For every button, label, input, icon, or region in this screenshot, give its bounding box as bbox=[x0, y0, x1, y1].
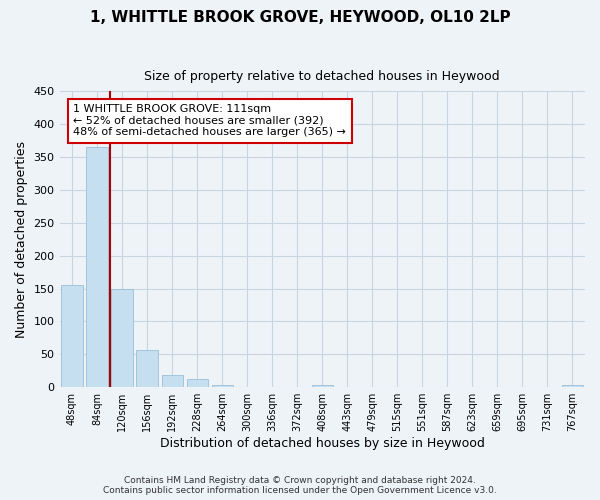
Y-axis label: Number of detached properties: Number of detached properties bbox=[15, 140, 28, 338]
Bar bbox=[112, 288, 133, 387]
Text: 1, WHITTLE BROOK GROVE, HEYWOOD, OL10 2LP: 1, WHITTLE BROOK GROVE, HEYWOOD, OL10 2L… bbox=[89, 10, 511, 25]
Text: Contains HM Land Registry data © Crown copyright and database right 2024.
Contai: Contains HM Land Registry data © Crown c… bbox=[103, 476, 497, 495]
X-axis label: Distribution of detached houses by size in Heywood: Distribution of detached houses by size … bbox=[160, 437, 485, 450]
Text: 1 WHITTLE BROOK GROVE: 111sqm
← 52% of detached houses are smaller (392)
48% of : 1 WHITTLE BROOK GROVE: 111sqm ← 52% of d… bbox=[73, 104, 346, 138]
Title: Size of property relative to detached houses in Heywood: Size of property relative to detached ho… bbox=[145, 70, 500, 83]
Bar bbox=[311, 384, 333, 387]
Bar bbox=[187, 378, 208, 387]
Bar bbox=[61, 285, 83, 387]
Bar bbox=[212, 384, 233, 387]
Bar bbox=[136, 350, 158, 387]
Bar bbox=[562, 385, 583, 387]
Bar bbox=[86, 147, 108, 387]
Bar bbox=[161, 374, 183, 387]
